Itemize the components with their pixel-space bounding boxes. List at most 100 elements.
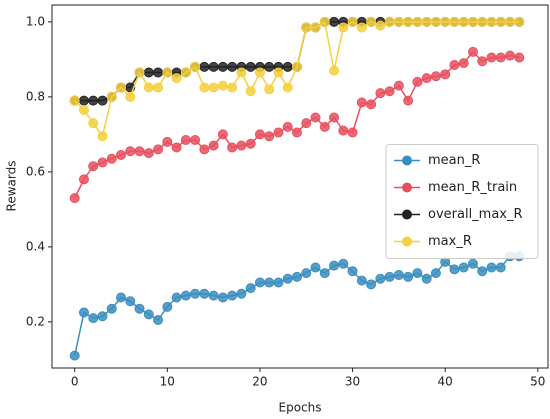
point [430,16,441,27]
point [264,84,275,95]
point [273,127,284,138]
y-tick-label: 0.4 [26,239,45,253]
point [88,161,99,172]
point [78,105,89,115]
point [467,46,478,57]
y-tick-label: 0.2 [26,314,45,328]
point [356,97,367,108]
x-tick-label: 20 [252,375,267,389]
point [449,264,460,275]
point [430,71,441,82]
point [347,266,358,277]
point [514,16,525,27]
point [440,69,451,80]
point [291,61,302,72]
point [134,303,145,314]
point [467,258,478,269]
point [310,22,321,33]
point [393,80,404,91]
point [217,292,228,303]
point [125,91,136,102]
point [310,262,321,273]
point [403,95,414,106]
series-line [74,20,520,139]
point [486,16,497,27]
point [421,73,432,84]
y-axis-label: Rewards [5,161,19,212]
point [338,125,349,136]
point [69,193,80,204]
point [245,138,256,149]
point [143,148,154,159]
point [171,292,182,303]
point [412,76,423,87]
point [97,131,108,142]
legend: mean_R mean_R_train overall_max_R max_R [385,144,539,259]
point [199,144,210,155]
point [88,118,99,129]
point [180,67,191,78]
point [347,16,358,27]
point [366,279,377,290]
point [254,67,265,78]
point [217,61,228,72]
point [254,129,265,140]
point [236,140,247,151]
point [440,16,451,27]
x-tick-label: 50 [530,375,545,389]
point [338,258,349,269]
point [329,260,340,271]
point [505,50,516,61]
point [458,262,469,273]
point [217,80,228,91]
point [366,16,377,27]
point [143,67,154,78]
point [171,73,182,84]
point [208,140,219,151]
point [143,309,154,320]
point [458,16,469,27]
legend-marker [402,209,412,220]
point [458,58,469,69]
point [319,121,330,132]
x-tick-label: 0 [71,375,79,389]
point [116,82,127,93]
point [125,296,136,307]
plot-frame [51,4,549,369]
point [421,273,432,284]
point [190,288,201,299]
point [301,22,312,33]
point [78,95,89,106]
point [97,95,108,106]
point [282,121,293,132]
point [264,131,275,142]
point [97,311,108,322]
legend-label: max_R [428,234,472,249]
point [162,67,173,78]
point [227,82,238,93]
x-tick-label: 40 [438,375,453,389]
point [449,60,460,70]
point [384,16,395,27]
point [217,129,228,140]
x-tick-label: 10 [160,375,175,389]
point [264,61,275,72]
point [393,16,404,27]
point [78,307,89,318]
point [134,146,145,157]
point [254,277,265,288]
point [403,16,414,27]
point [245,61,256,72]
point [421,16,432,27]
point [403,271,414,282]
point [291,271,302,282]
point [282,61,293,72]
legend-marker [402,236,412,247]
point [356,22,367,33]
point [245,283,256,294]
point [116,292,127,303]
point [180,290,191,301]
legend-marker [402,155,412,166]
point [384,271,395,282]
